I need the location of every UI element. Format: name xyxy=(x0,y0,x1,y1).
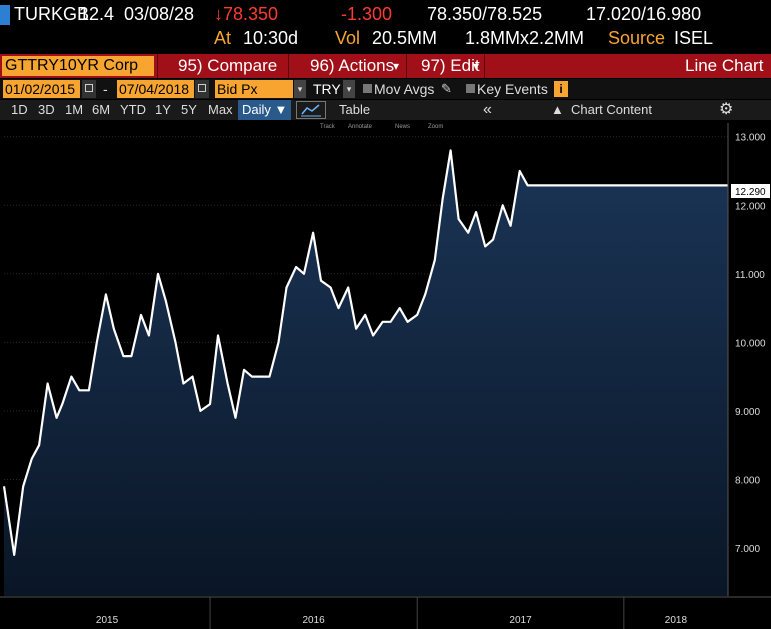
info-icon[interactable]: i xyxy=(554,81,568,97)
frequency-select[interactable]: Daily ▼ xyxy=(238,100,292,120)
compare-button[interactable]: 95) Compare xyxy=(178,56,278,75)
ticker: TURKGB xyxy=(14,4,90,24)
period-ytd[interactable]: YTD xyxy=(120,102,146,117)
y-tick-label: 10.000 xyxy=(735,338,766,349)
price-area xyxy=(4,150,728,596)
y-tick-label: 13.000 xyxy=(735,133,766,144)
x-tick-label: 2015 xyxy=(96,615,119,626)
y-tick-label: 8.000 xyxy=(735,475,760,486)
view-title: Line Chart xyxy=(685,56,764,75)
quote-line-1: TURKGB 12.4 03/08/28 ↓78.350 -1.300 78.3… xyxy=(0,4,771,28)
price-field-select[interactable]: Bid Px xyxy=(215,80,293,98)
quote-line-2: At 10:30d Vol 20.5MM 1.8MMx2.2MM Source … xyxy=(0,28,771,52)
y-axis: 7.000 8.000 9.000 10.000 11.000 12.000 13.000 xyxy=(727,123,766,596)
y-tick-label: 11.000 xyxy=(735,270,765,281)
y-tick-label: 12.000 xyxy=(735,201,766,212)
gear-icon[interactable]: ⚙ xyxy=(719,101,734,118)
last-price: ↓78.350 xyxy=(214,4,279,24)
chart-toolbar: Track Annotate News Zoom xyxy=(320,124,443,130)
start-calendar-icon[interactable] xyxy=(82,80,96,98)
pen-icon[interactable]: ✎ xyxy=(441,81,452,96)
price-line xyxy=(2,149,728,556)
edit-dropdown-icon[interactable]: ▾ xyxy=(473,59,480,73)
chart-content-button[interactable]: Chart Content xyxy=(571,102,652,117)
security-marker xyxy=(0,5,10,25)
period-6m[interactable]: 6M xyxy=(92,102,111,117)
y-tick-label: 7.000 xyxy=(735,544,760,555)
period-5y[interactable]: 5Y xyxy=(181,102,197,117)
line-chart-icon xyxy=(301,104,321,117)
table-button[interactable]: Table xyxy=(339,102,371,117)
end-calendar-icon[interactable] xyxy=(195,80,209,98)
actions-dropdown-icon[interactable]: ▾ xyxy=(393,59,400,73)
source: ISEL xyxy=(674,28,714,48)
maturity: 03/08/28 xyxy=(124,4,195,24)
edit-button[interactable]: 97) Edit xyxy=(421,56,480,75)
chart-content-icon[interactable]: ▲ xyxy=(551,102,564,117)
last-value-label: 12.290 xyxy=(731,184,770,198)
x-tick-label: 2016 xyxy=(303,615,326,626)
divider xyxy=(157,54,158,78)
mov-avgs-checkbox[interactable] xyxy=(363,84,372,93)
divider xyxy=(288,54,289,78)
period-max[interactable]: Max xyxy=(208,102,233,117)
track-tool[interactable]: Track xyxy=(320,124,336,130)
period-1d[interactable]: 1D xyxy=(11,102,28,117)
date-separator: - xyxy=(103,81,108,97)
price-change: -1.300 xyxy=(341,4,393,24)
last-value-text: 12.290 xyxy=(735,187,766,198)
price-chart[interactable]: 7.0008.0009.00010.00011.00012.00013.000 … xyxy=(0,120,771,629)
bid-ask-yields: 17.020/16.980 xyxy=(586,4,702,24)
key-events-label: Key Events xyxy=(477,81,548,97)
price-field-dropdown-icon[interactable]: ▾ xyxy=(294,80,306,98)
divider xyxy=(406,54,407,78)
end-date-field[interactable]: 07/04/2018 xyxy=(117,80,194,98)
divider xyxy=(484,54,485,78)
period-1y[interactable]: 1Y xyxy=(155,102,171,117)
command-bar: GTTRY10YR Corp 95) Compare 96) Actions ▾… xyxy=(0,54,771,78)
chart-controls: 01/02/2015 - 07/04/2018 Bid Px ▾ TRY ▾ M… xyxy=(0,79,771,99)
news-tool[interactable]: News xyxy=(395,124,410,130)
quote-time: 10:30d xyxy=(243,28,299,48)
coupon: 12.4 xyxy=(79,4,115,24)
zoom-tool[interactable]: Zoom xyxy=(428,124,443,130)
period-1m[interactable]: 1M xyxy=(65,102,84,117)
collapse-icon[interactable]: « xyxy=(483,101,492,118)
security-input[interactable]: GTTRY10YR Corp xyxy=(2,56,154,76)
line-chart-button[interactable] xyxy=(296,101,326,119)
source-label: Source xyxy=(608,28,666,48)
time-label: At xyxy=(214,28,232,48)
x-axis: 2015 2016 2017 2018 xyxy=(0,596,771,629)
period-bar: 1D 3D 1M 6M YTD 1Y 5Y Max Daily ▼ Table … xyxy=(0,100,771,120)
currency-select[interactable]: TRY xyxy=(313,81,341,97)
annotate-tool[interactable]: Annotate xyxy=(348,124,373,130)
period-3d[interactable]: 3D xyxy=(38,102,55,117)
volume: 20.5MM xyxy=(372,28,438,48)
volume-label: Vol xyxy=(335,28,361,48)
x-tick-label: 2018 xyxy=(665,615,688,626)
bid-ask-sizes: 1.8MMx2.2MM xyxy=(465,28,585,48)
bid-ask: 78.350/78.525 xyxy=(427,4,543,24)
currency-dropdown-icon[interactable]: ▾ xyxy=(343,80,355,98)
x-tick-label: 2017 xyxy=(509,615,532,626)
key-events-checkbox[interactable] xyxy=(466,84,475,93)
actions-button[interactable]: 96) Actions xyxy=(310,56,395,75)
frequency-label: Daily xyxy=(242,102,271,117)
start-date-field[interactable]: 01/02/2015 xyxy=(3,80,80,98)
mov-avgs-label: Mov Avgs xyxy=(374,81,435,97)
y-tick-label: 9.000 xyxy=(735,407,760,418)
